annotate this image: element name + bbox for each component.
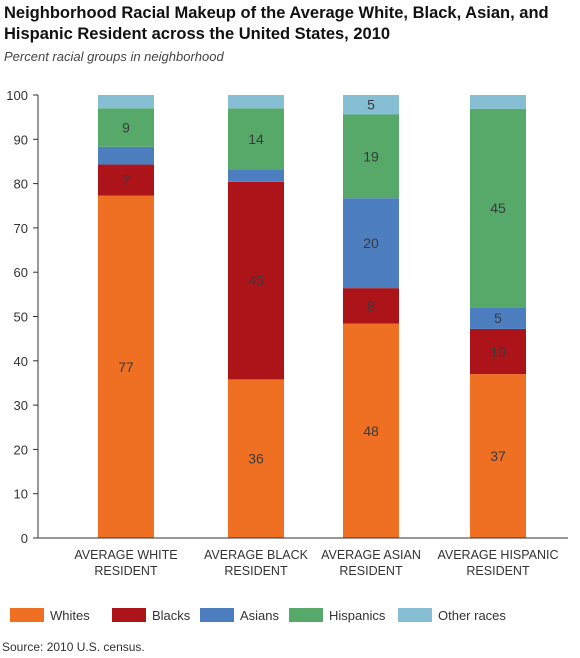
chart-title: Neighborhood Racial Makeup of the Averag… (4, 4, 549, 43)
legend-swatch (398, 608, 432, 622)
legend-label: Whites (50, 608, 90, 623)
bar-segment-asians (343, 198, 399, 289)
y-tick-label: 60 (14, 265, 28, 280)
data-label: 8 (367, 298, 375, 314)
y-tick-label: 0 (21, 531, 28, 546)
x-category-label: AVERAGE ASIAN RESIDENT (321, 548, 421, 578)
y-tick-label: 10 (14, 487, 28, 502)
data-label: 48 (363, 423, 379, 439)
data-label: 36 (248, 451, 264, 467)
bar-segment-blacks (343, 288, 399, 324)
bar-segment-asians (470, 307, 526, 329)
data-label: 45 (248, 273, 264, 289)
legend-swatch (10, 608, 44, 622)
bar-segment-asians (98, 146, 154, 165)
data-label: 9 (122, 120, 130, 136)
data-label: 20 (363, 235, 379, 251)
bar-segment-whites (228, 379, 284, 538)
x-category-label-line: AVERAGE ASIAN (321, 548, 421, 562)
bar-segment-other-races (343, 95, 399, 115)
x-category-label-line: RESIDENT (466, 564, 530, 578)
y-tick-label: 20 (14, 442, 28, 457)
data-label: 5 (494, 310, 502, 326)
legend-swatch (112, 608, 146, 622)
bars (98, 95, 526, 538)
y-tick-label: 30 (14, 398, 28, 413)
bar-segment-asians (228, 169, 284, 182)
x-category-label-line: AVERAGE WHITE (74, 548, 177, 562)
y-tick-label: 80 (14, 177, 28, 192)
bar-segment-hispanics (470, 108, 526, 308)
data-label: 10 (490, 343, 506, 359)
legend-label: Blacks (152, 608, 191, 623)
bar-segment-hispanics (343, 114, 399, 199)
legend-swatch (200, 608, 234, 622)
x-category-label-line: AVERAGE BLACK (204, 548, 309, 562)
bar-segment-other-races (98, 95, 154, 109)
data-label: 5 (367, 97, 375, 113)
bar-segment-whites (98, 195, 154, 538)
y-tick-label: 40 (14, 354, 28, 369)
bar-segment-other-races (228, 95, 284, 109)
legend-label: Hispanics (329, 608, 386, 623)
y-tick-label: 50 (14, 310, 28, 325)
bar-segment-whites (343, 323, 399, 538)
data-label: 37 (490, 448, 506, 464)
bar-segment-blacks (228, 181, 284, 380)
bar-segment-blacks (98, 164, 154, 196)
chart-subtitle: Percent racial groups in neighborhood (4, 49, 224, 64)
bar-segment-hispanics (98, 108, 154, 147)
data-label: 77 (118, 359, 134, 375)
data-label: 19 (363, 148, 379, 164)
legend-swatch (289, 608, 323, 622)
x-category-label-line: RESIDENT (94, 564, 158, 578)
bar-segment-whites (470, 374, 526, 538)
bar-segment-other-races (470, 95, 526, 109)
legend-label: Other races (438, 608, 506, 623)
x-category-label: AVERAGE HISPANIC RESIDENT (437, 548, 558, 578)
bar-segment-hispanics (228, 108, 284, 170)
source-note: Source: 2010 U.S. census. (2, 640, 145, 654)
x-category-label: AVERAGE WHITE RESIDENT (74, 548, 177, 578)
data-label: 7 (122, 172, 130, 188)
bar-segment-blacks (470, 328, 526, 375)
x-category-label-line: RESIDENT (339, 564, 403, 578)
x-category-label-line: RESIDENT (224, 564, 288, 578)
y-axis: 0 10 20 30 40 50 60 70 80 90 100 (6, 88, 39, 546)
legend: Whites Blacks Asians Hispanics Other races (10, 608, 506, 623)
y-tick-label: 90 (14, 132, 28, 147)
data-label: 45 (490, 200, 506, 216)
legend-label: Asians (240, 608, 280, 623)
y-tick-label: 70 (14, 221, 28, 236)
x-category-label: AVERAGE BLACK RESIDENT (204, 548, 309, 578)
x-axis: AVERAGE WHITE RESIDENT AVERAGE BLACK RESIDE… (38, 537, 568, 578)
x-category-label-line: AVERAGE HISPANIC (437, 548, 558, 562)
data-label: 14 (248, 131, 264, 147)
y-tick-label: 100 (6, 88, 28, 103)
